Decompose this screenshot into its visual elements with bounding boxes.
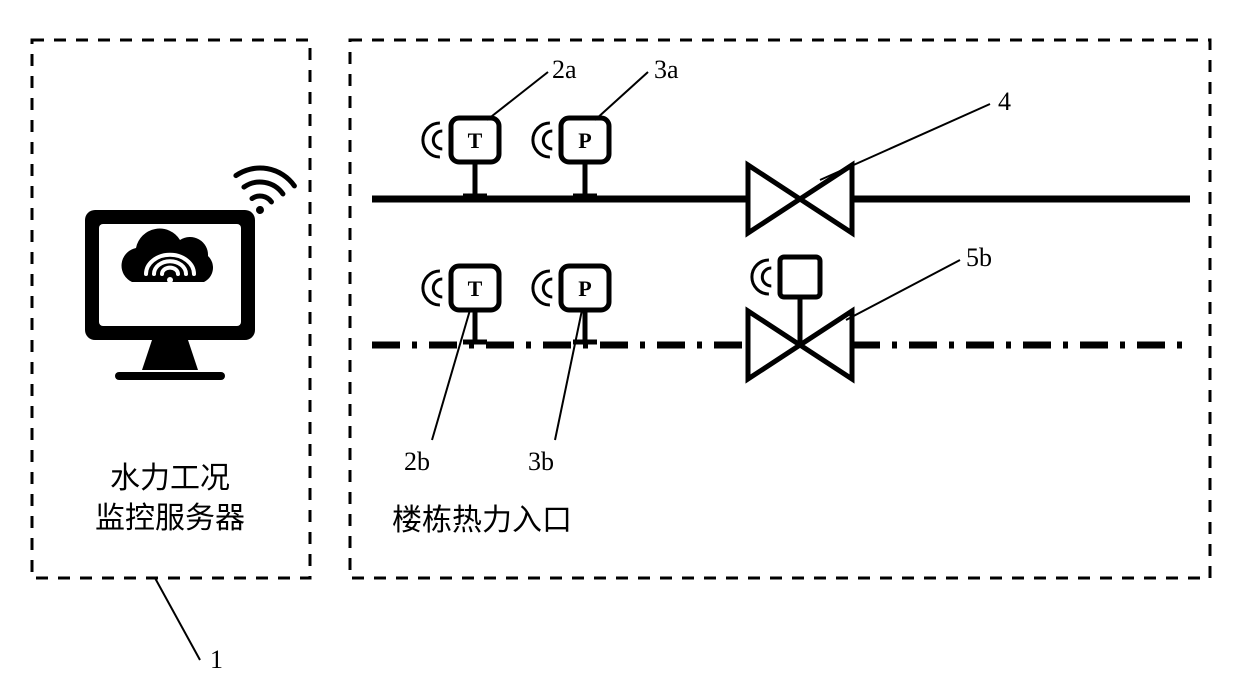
wireless-icon: [423, 271, 442, 305]
supply-pressure-sensor-callout: 3a: [654, 55, 679, 84]
supply-temperature-sensor-callout: 2a: [552, 55, 577, 84]
supply-temperature-sensor-letter: T: [468, 128, 483, 153]
return-temperature-sensor-letter: T: [468, 276, 483, 301]
wireless-icon: [423, 123, 442, 157]
building-inlet-panel: 楼栋热力入口 T 2a P 3a T 2b P 3b 4 5b: [350, 40, 1210, 578]
return-pressure-sensor: P 3b: [528, 266, 609, 476]
return-temperature-sensor-callout: 2b: [404, 447, 430, 476]
server-computer-icon: [85, 152, 297, 380]
return-control-valve: 5b: [748, 243, 992, 379]
server-panel: 水力工况监控服务器 1: [32, 40, 310, 674]
return-pressure-sensor-callout: 3b: [528, 447, 554, 476]
callout-1: 1: [210, 645, 223, 674]
wireless-icon: [533, 123, 552, 157]
server-caption-2: 监控服务器: [95, 502, 245, 535]
supply-valve-callout: 4: [998, 87, 1011, 116]
diagram-canvas: 水力工况监控服务器 1 楼栋热力入口 T 2a P 3a T 2b P 3b 4 5b: [0, 0, 1240, 679]
return-control-valve-callout: 5b: [966, 243, 992, 272]
supply-valve: 4: [748, 87, 1011, 233]
supply-temperature-sensor: T 2a: [423, 55, 577, 196]
building-inlet-caption: 楼栋热力入口: [392, 504, 572, 537]
return-pressure-sensor-letter: P: [578, 276, 591, 301]
server-caption-1: 水力工况: [110, 462, 230, 495]
wireless-icon: [533, 271, 552, 305]
supply-pressure-sensor-letter: P: [578, 128, 591, 153]
wifi-signal-icon: [233, 152, 297, 216]
wireless-icon: [752, 260, 771, 294]
return-temperature-sensor: T 2b: [404, 266, 499, 476]
